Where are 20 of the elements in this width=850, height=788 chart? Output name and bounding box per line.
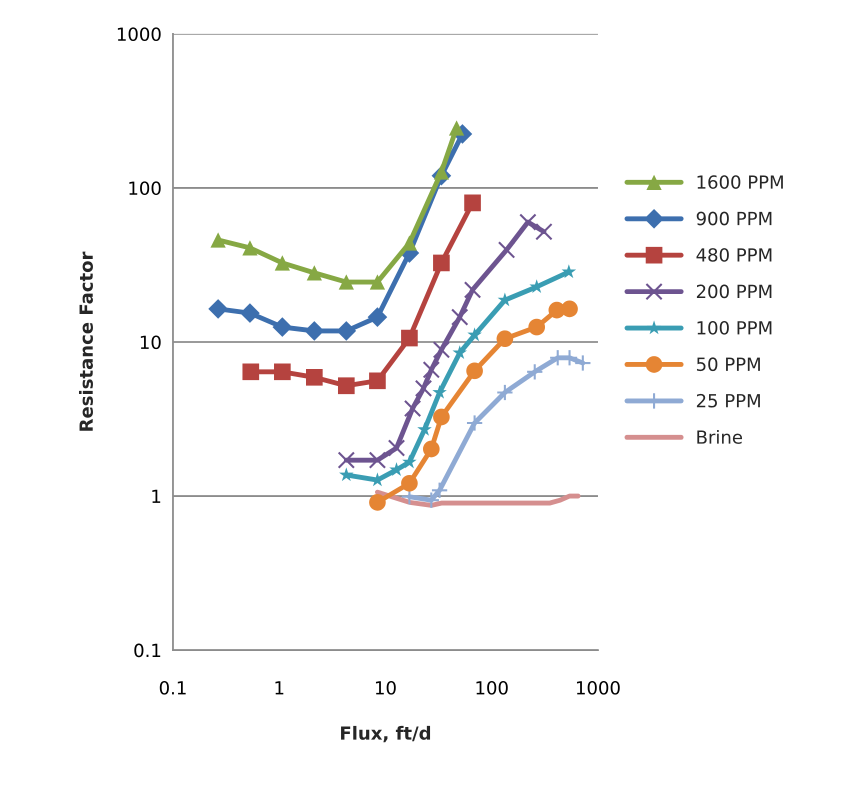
legend-label: 1600 PPM (698, 175, 783, 189)
x-tick-label: 0.1 (160, 680, 186, 695)
legend-label: 50 PPM (696, 357, 760, 372)
x-tick-label: 1000 (576, 680, 620, 695)
legend-label: 480 PPM (696, 248, 772, 262)
x-tick-label: 10 (376, 680, 396, 695)
y-tick-label: 1000 (118, 27, 161, 41)
y-tick-label: 0.1 (134, 644, 160, 658)
legend-label: 25 PPM (696, 394, 760, 408)
y-tick-label: 1 (152, 490, 160, 503)
legend-label: 100 PPM (698, 320, 772, 335)
x-axis-title: Flux, ft/d (341, 726, 430, 742)
legend-label: Brine (697, 430, 742, 444)
x-tick-label: 100 (476, 680, 508, 695)
x-tick-label: 1 (275, 681, 284, 694)
y-tick-label: 10 (140, 335, 161, 350)
y-tick-label: 100 (129, 181, 161, 196)
legend-label: 200 PPM (696, 284, 772, 298)
legend-label: 900 PPM (696, 212, 772, 226)
y-axis-title: Resistance Factor (78, 252, 93, 431)
